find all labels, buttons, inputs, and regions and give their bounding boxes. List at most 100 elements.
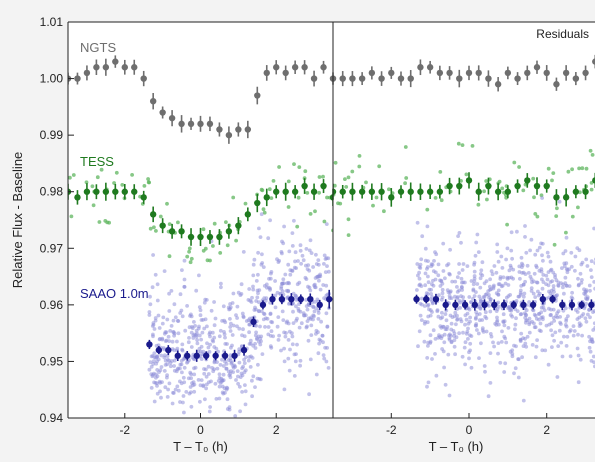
binned-point-saao-1-0m <box>462 302 468 308</box>
binned-point-ngts <box>437 70 443 76</box>
raw-point-saao-1-0m <box>233 414 237 418</box>
raw-point-saao-1-0m <box>448 338 452 342</box>
binned-point-saao-1-0m <box>540 296 546 302</box>
binned-point-saao-1-0m <box>520 302 526 308</box>
binned-point-tess <box>282 189 288 195</box>
raw-point-saao-1-0m <box>309 324 313 328</box>
raw-point-saao-1-0m <box>489 381 493 385</box>
raw-point-saao-1-0m <box>240 372 244 376</box>
raw-point-saao-1-0m <box>242 358 246 362</box>
raw-point-saao-1-0m <box>576 347 580 351</box>
raw-point-tess <box>461 143 465 147</box>
raw-point-saao-1-0m <box>214 382 218 386</box>
raw-point-saao-1-0m <box>249 342 253 346</box>
binned-point-tess <box>417 189 423 195</box>
binned-point-tess <box>103 189 109 195</box>
raw-point-saao-1-0m <box>584 293 588 297</box>
binned-point-ngts <box>466 70 472 76</box>
raw-point-saao-1-0m <box>462 262 466 266</box>
raw-point-saao-1-0m <box>229 329 233 333</box>
raw-point-saao-1-0m <box>506 277 510 281</box>
raw-point-saao-1-0m <box>578 321 582 325</box>
raw-point-saao-1-0m <box>309 238 313 242</box>
raw-point-saao-1-0m <box>170 324 174 328</box>
raw-point-saao-1-0m <box>490 335 494 339</box>
raw-point-saao-1-0m <box>217 379 221 383</box>
binned-point-saao-1-0m <box>317 302 323 308</box>
raw-point-saao-1-0m <box>579 263 583 267</box>
binned-point-ngts <box>553 81 559 87</box>
raw-point-saao-1-0m <box>292 321 296 325</box>
raw-point-saao-1-0m <box>585 298 589 302</box>
raw-point-saao-1-0m <box>249 365 253 369</box>
raw-point-saao-1-0m <box>426 275 430 279</box>
raw-point-saao-1-0m <box>468 349 472 353</box>
raw-point-saao-1-0m <box>574 255 578 259</box>
raw-point-saao-1-0m <box>470 334 474 338</box>
raw-point-saao-1-0m <box>281 310 285 314</box>
binned-point-ngts <box>340 75 346 81</box>
raw-point-tess <box>532 195 536 199</box>
raw-point-saao-1-0m <box>425 385 429 389</box>
raw-point-saao-1-0m <box>455 318 459 322</box>
raw-point-tess <box>72 173 76 177</box>
binned-point-ngts <box>131 64 137 70</box>
raw-point-saao-1-0m <box>283 273 287 277</box>
raw-point-saao-1-0m <box>495 319 499 323</box>
raw-point-tess <box>318 175 322 179</box>
binned-point-tess <box>141 194 147 200</box>
raw-point-saao-1-0m <box>559 322 563 326</box>
raw-point-saao-1-0m <box>153 400 157 404</box>
raw-point-saao-1-0m <box>200 345 204 349</box>
binned-point-ngts <box>417 64 423 70</box>
raw-point-saao-1-0m <box>155 384 159 388</box>
raw-point-saao-1-0m <box>167 309 171 313</box>
binned-point-tess <box>131 189 137 195</box>
raw-point-saao-1-0m <box>500 284 504 288</box>
binned-point-ngts <box>226 132 232 138</box>
raw-point-saao-1-0m <box>177 331 181 335</box>
raw-point-saao-1-0m <box>150 386 154 390</box>
raw-point-tess <box>317 191 321 195</box>
raw-point-saao-1-0m <box>183 285 187 289</box>
raw-point-saao-1-0m <box>574 308 578 312</box>
raw-point-saao-1-0m <box>219 363 223 367</box>
raw-point-saao-1-0m <box>269 312 273 316</box>
raw-point-saao-1-0m <box>520 262 524 266</box>
raw-point-saao-1-0m <box>468 320 472 324</box>
raw-point-saao-1-0m <box>528 331 532 335</box>
raw-point-saao-1-0m <box>431 279 435 283</box>
raw-point-saao-1-0m <box>261 352 265 356</box>
raw-point-tess <box>457 142 461 146</box>
raw-point-saao-1-0m <box>589 350 593 354</box>
raw-point-saao-1-0m <box>151 285 155 289</box>
raw-point-saao-1-0m <box>513 327 517 331</box>
raw-point-saao-1-0m <box>305 325 309 329</box>
raw-point-saao-1-0m <box>457 299 461 303</box>
raw-point-saao-1-0m <box>307 339 311 343</box>
raw-point-tess <box>98 220 102 224</box>
y-tick-label: 0.97 <box>40 241 64 255</box>
raw-point-saao-1-0m <box>160 337 164 341</box>
raw-point-saao-1-0m <box>325 325 329 329</box>
raw-point-saao-1-0m <box>183 329 187 333</box>
binned-point-ngts <box>544 70 550 76</box>
raw-point-saao-1-0m <box>587 308 591 312</box>
raw-point-tess <box>297 165 301 169</box>
raw-point-saao-1-0m <box>287 322 291 326</box>
raw-point-tess <box>585 167 589 171</box>
raw-point-saao-1-0m <box>299 249 303 253</box>
raw-point-saao-1-0m <box>304 264 308 268</box>
raw-point-saao-1-0m <box>570 295 574 299</box>
raw-point-saao-1-0m <box>436 273 440 277</box>
raw-point-saao-1-0m <box>474 241 478 245</box>
raw-point-saao-1-0m <box>530 238 534 242</box>
raw-point-saao-1-0m <box>192 320 196 324</box>
raw-point-tess <box>218 251 222 255</box>
raw-point-saao-1-0m <box>471 289 475 293</box>
binned-point-ngts <box>573 75 579 81</box>
raw-point-saao-1-0m <box>236 369 240 373</box>
raw-point-saao-1-0m <box>476 233 480 237</box>
raw-point-saao-1-0m <box>531 343 535 347</box>
raw-point-saao-1-0m <box>537 312 541 316</box>
